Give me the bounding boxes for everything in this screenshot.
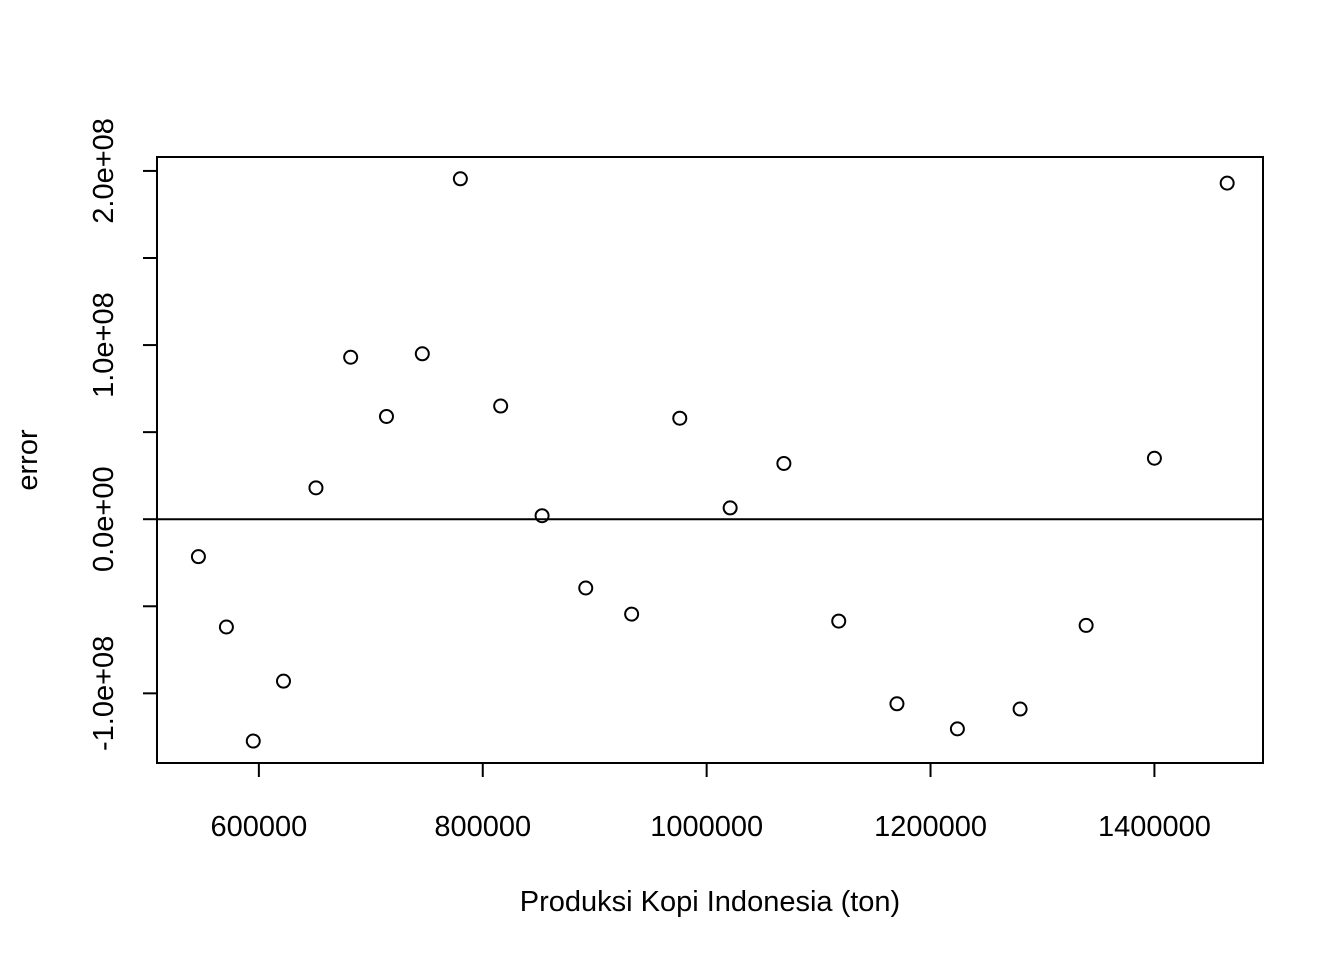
plot-frame [156,156,1264,764]
data-points [190,171,1235,749]
x-axis-label: Produksi Kopi Indonesia (ton) [520,886,900,918]
data-point [245,733,261,749]
data-point [722,500,738,516]
x-tick-label: 1400000 [1098,811,1211,843]
data-point [831,613,847,629]
data-point [1219,175,1235,191]
data-point [889,696,905,712]
data-point [1146,450,1162,466]
data-point [190,549,206,565]
data-point [378,408,394,424]
y-tick-label: 0.0e+00 [88,466,120,572]
data-point [776,455,792,471]
data-point [1078,617,1094,633]
data-point [275,673,291,689]
data-point [343,349,359,365]
y-tick-label: -1.0e+08 [88,636,120,751]
y-axis-label: error [12,429,44,491]
x-tick-label: 1200000 [874,811,987,843]
data-point [534,508,550,524]
data-point [218,619,234,635]
data-point [578,580,594,596]
x-tick-label: 1000000 [650,811,763,843]
data-point [672,410,688,426]
data-point [1012,701,1028,717]
data-point [414,346,430,362]
data-point [493,398,509,414]
data-point [624,606,640,622]
data-point [452,171,468,187]
data-point [308,480,324,496]
y-axis: -1.0e+08 0.0e+00 1.0e+08 2.0e+08 [88,118,158,751]
y-tick-label: 1.0e+08 [88,292,120,398]
x-axis: 600000 800000 1000000 1200000 1400000 [210,762,1211,843]
x-tick-label: 800000 [434,811,531,843]
y-tick-label: 2.0e+08 [88,118,120,224]
x-tick-label: 600000 [210,811,307,843]
data-point [949,721,965,737]
